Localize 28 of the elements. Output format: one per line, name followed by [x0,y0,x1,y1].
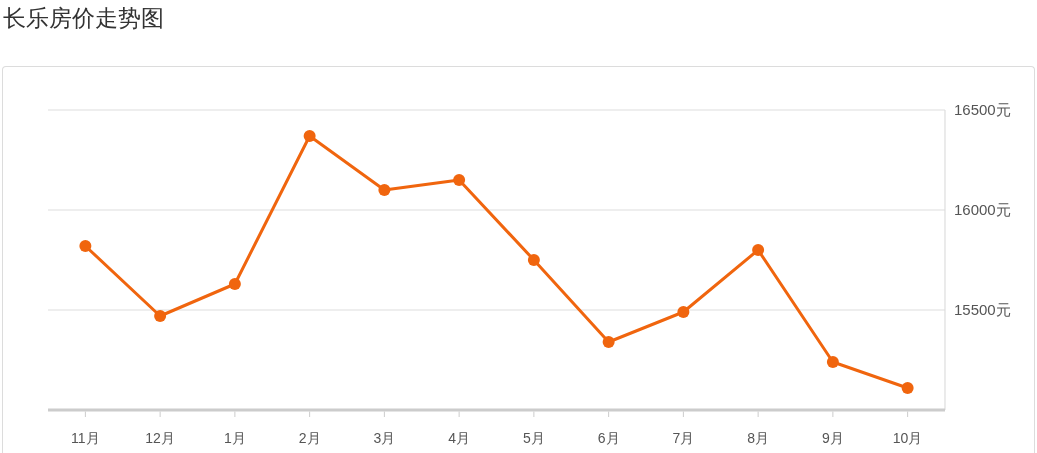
point [303,130,316,142]
point [79,240,92,252]
x-tick-label: 2月 [298,430,321,446]
point [453,174,466,186]
point [602,336,615,348]
x-tick-label: 1月 [223,430,246,446]
y-tick-label: 15500元 [954,301,1011,318]
point [228,278,241,290]
point [752,244,765,256]
x-tick-label: 8月 [747,430,770,446]
x-tick-label: 4月 [448,430,471,446]
point [901,382,914,394]
point [154,310,167,322]
point [527,254,540,266]
y-tick-label: 16500元 [954,101,1011,118]
x-tick-label: 10月 [892,430,923,446]
x-tick-label: 9月 [821,430,844,446]
y-tick-label: 16000元 [954,201,1011,218]
point [378,184,391,196]
x-tick-label: 12月 [145,430,175,446]
x-tick-label: 11月 [71,430,100,446]
x-tick-label: 6月 [597,430,620,446]
x-tick-label: 5月 [522,430,545,446]
point [677,306,690,318]
x-tick-label: 3月 [373,430,396,446]
point [826,356,839,368]
x-tick-label: 7月 [672,430,695,446]
chart-title: 长乐房价走势图 [3,4,164,33]
